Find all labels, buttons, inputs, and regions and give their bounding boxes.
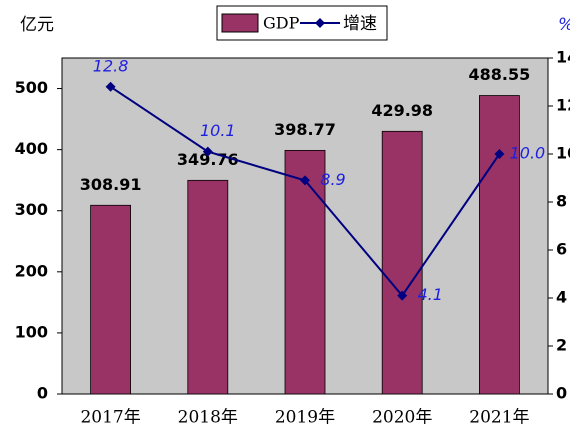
y-axis-label: 亿元 [20, 15, 54, 35]
legend-marker [315, 18, 325, 28]
y-tick-label: 200 [15, 261, 48, 280]
bar-value-label: 488.55 [469, 65, 531, 84]
y2-tick-label: 8 [556, 192, 567, 211]
x-tick-label: 2021年 [469, 408, 529, 428]
line-marker [397, 290, 408, 301]
x-tick-label: 2017年 [80, 408, 140, 428]
y-tick-label: 400 [15, 139, 48, 158]
y2-tick-label: 2 [556, 336, 567, 355]
line-value-label: 4.1 [417, 285, 442, 304]
line-marker [105, 81, 116, 92]
x-tick-label: 2019年 [275, 408, 335, 428]
bar [478, 95, 520, 395]
x-tick-label: 2020年 [372, 408, 432, 428]
y-tick-label: 300 [15, 200, 48, 219]
bar-value-label: 398.77 [274, 120, 336, 139]
legend-label: 增速 [343, 14, 377, 34]
y2-tick-label: 14 [556, 48, 570, 67]
line-value-label: 8.9 [320, 170, 345, 189]
bar [187, 179, 229, 395]
x-tick-label: 2018年 [178, 408, 238, 428]
bar [284, 149, 326, 395]
bar [90, 204, 131, 395]
bar-value-label: 349.76 [177, 150, 239, 169]
y2-axis-label: % [558, 15, 570, 35]
legend-swatch [221, 13, 259, 33]
line-marker [202, 146, 213, 157]
y-tick-label: 0 [37, 384, 48, 403]
line-marker [300, 175, 310, 186]
y2-tick-label: 6 [556, 240, 567, 259]
line-value-label: 12.8 [93, 56, 129, 75]
line-value-label: 10.1 [200, 121, 236, 140]
line-marker [494, 149, 505, 159]
legend-label: GDP [263, 14, 300, 33]
y2-tick-label: 12 [556, 96, 570, 115]
y2-tick-label: 4 [556, 288, 567, 307]
bar-value-label: 308.91 [80, 175, 142, 194]
bar-value-label: 429.98 [371, 101, 433, 120]
line-value-label: 10.0 [510, 144, 546, 163]
y2-tick-label: 0 [556, 384, 567, 403]
y2-tick-label: 10 [556, 144, 570, 163]
y-tick-label: 100 [15, 322, 48, 341]
y-tick-label: 500 [15, 78, 48, 97]
bar [381, 130, 423, 395]
